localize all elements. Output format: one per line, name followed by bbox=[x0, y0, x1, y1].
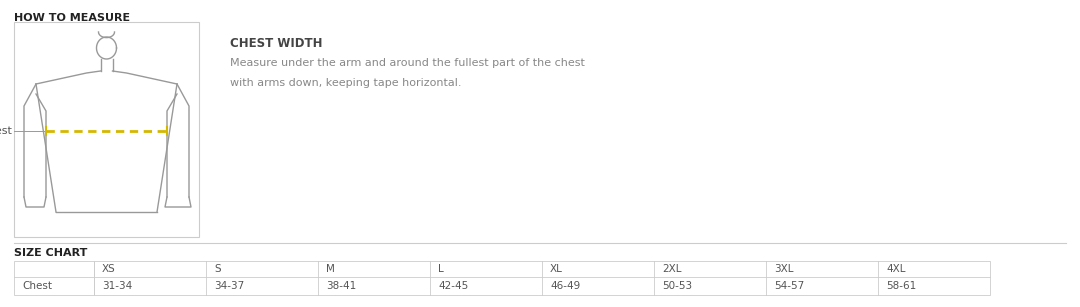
Text: Measure under the arm and around the fullest part of the chest: Measure under the arm and around the ful… bbox=[230, 58, 585, 68]
Text: XS: XS bbox=[102, 264, 116, 274]
Text: XL: XL bbox=[550, 264, 563, 274]
Text: 3XL: 3XL bbox=[774, 264, 794, 274]
Bar bbox=[14, 261, 94, 295]
Text: 58-61: 58-61 bbox=[886, 281, 916, 291]
Text: 38-41: 38-41 bbox=[326, 281, 356, 291]
Text: 42-45: 42-45 bbox=[438, 281, 469, 291]
Text: 4XL: 4XL bbox=[886, 264, 905, 274]
Text: Chest: Chest bbox=[22, 281, 52, 291]
Text: SIZE CHART: SIZE CHART bbox=[14, 248, 87, 258]
Text: HOW TO MEASURE: HOW TO MEASURE bbox=[14, 13, 130, 23]
Text: M: M bbox=[326, 264, 335, 274]
Text: S: S bbox=[214, 264, 220, 274]
Text: 46-49: 46-49 bbox=[550, 281, 580, 291]
Text: 31-34: 31-34 bbox=[102, 281, 132, 291]
Text: 54-57: 54-57 bbox=[774, 281, 805, 291]
Text: 2XL: 2XL bbox=[662, 264, 681, 274]
Text: 50-53: 50-53 bbox=[662, 281, 692, 291]
Text: L: L bbox=[438, 264, 444, 274]
Bar bbox=[14, 22, 199, 237]
Text: Chest: Chest bbox=[0, 126, 12, 136]
Text: with arms down, keeping tape horizontal.: with arms down, keeping tape horizontal. bbox=[230, 78, 461, 88]
Text: 34-37: 34-37 bbox=[214, 281, 244, 291]
Text: CHEST WIDTH: CHEST WIDTH bbox=[230, 37, 323, 50]
Bar bbox=[94, 261, 990, 295]
